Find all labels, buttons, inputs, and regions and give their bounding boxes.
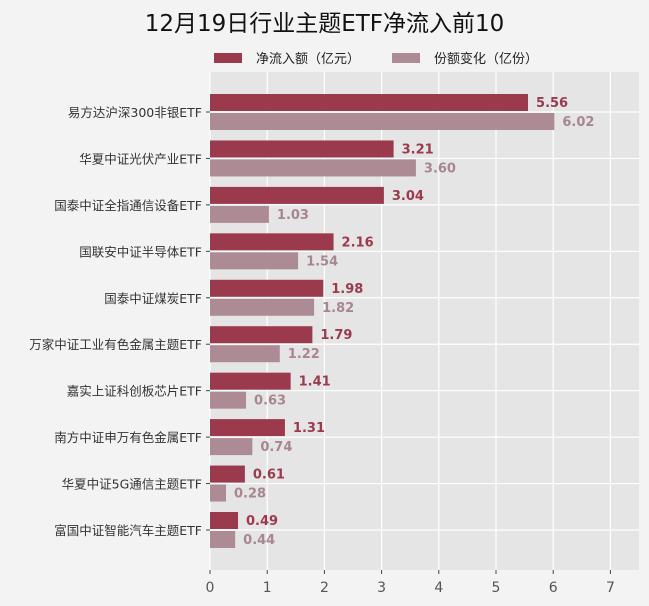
bar xyxy=(210,94,529,111)
y-tick-label: 万家中证工业有色金属主题ETF xyxy=(29,337,202,352)
x-tick-label: 0 xyxy=(206,580,215,596)
bar xyxy=(210,326,313,344)
data-label: 1.41 xyxy=(299,375,331,390)
x-tick-label: 6 xyxy=(549,580,558,596)
bar xyxy=(210,140,394,158)
y-tick-label: 嘉实上证科创板芯片ETF xyxy=(67,384,202,399)
x-tick-label: 2 xyxy=(320,580,329,596)
data-label: 3.04 xyxy=(392,189,424,204)
legend-swatch xyxy=(214,52,242,63)
data-label: 1.31 xyxy=(293,421,325,436)
bar xyxy=(210,512,239,529)
data-label: 1.79 xyxy=(320,328,352,343)
x-tick-label: 1 xyxy=(263,580,272,596)
y-tick-label: 华夏中证5G通信主题ETF xyxy=(62,477,202,492)
data-label: 1.54 xyxy=(306,254,338,269)
bar xyxy=(210,113,555,130)
legend-item-share-change: 份额变化（亿份） xyxy=(392,48,538,67)
x-tick-label: 4 xyxy=(434,580,443,596)
chart-title: 12月19日行业主题ETF净流入前10 xyxy=(144,11,505,37)
bar xyxy=(210,233,334,251)
data-label: 5.56 xyxy=(536,96,568,111)
y-tick-label: 国泰中证全指通信设备ETF xyxy=(54,198,202,213)
bar xyxy=(210,279,324,297)
bar xyxy=(210,205,269,223)
data-label: 0.49 xyxy=(246,514,278,529)
bar xyxy=(210,484,227,502)
bar xyxy=(210,345,280,363)
data-label: 0.28 xyxy=(234,487,266,502)
data-label: 1.03 xyxy=(277,208,309,223)
data-label: 1.98 xyxy=(331,282,363,297)
data-label: 0.44 xyxy=(243,533,275,548)
y-tick-label: 华夏中证光伏产业ETF xyxy=(79,151,202,166)
data-label: 2.16 xyxy=(342,235,374,250)
data-label: 3.60 xyxy=(424,161,456,176)
x-tick-label: 3 xyxy=(377,580,386,596)
bar xyxy=(210,298,315,316)
x-tick-label: 7 xyxy=(606,580,615,596)
bar xyxy=(210,438,253,456)
y-tick-label: 富国中证智能汽车主题ETF xyxy=(54,523,202,538)
data-label: 0.63 xyxy=(254,394,286,409)
y-tick-label: 国泰中证煤炭ETF xyxy=(104,291,202,306)
bar xyxy=(210,159,416,177)
data-label: 1.22 xyxy=(288,347,320,362)
legend-label: 净流入额（亿元） xyxy=(256,52,361,67)
bar xyxy=(210,391,247,409)
data-label: 0.61 xyxy=(253,468,285,483)
bar xyxy=(210,186,384,204)
bar xyxy=(210,531,236,548)
y-tick-label: 易方达沪深300非银ETF xyxy=(68,105,202,120)
data-label: 0.74 xyxy=(260,440,292,455)
legend-label: 份额变化（亿份） xyxy=(434,52,539,67)
x-tick-label: 5 xyxy=(492,580,501,596)
legend-item-net-inflow: 净流入额（亿元） xyxy=(214,48,360,67)
bar xyxy=(210,419,285,437)
bar xyxy=(210,252,299,270)
legend-swatch xyxy=(392,52,420,63)
y-tick-label: 南方中证申万有色金属ETF xyxy=(54,430,202,445)
data-label: 3.21 xyxy=(402,142,434,157)
bar xyxy=(210,372,291,390)
data-label: 6.02 xyxy=(562,115,594,130)
bar xyxy=(210,465,245,483)
y-tick-label: 国联安中证半导体ETF xyxy=(79,244,202,259)
data-label: 1.82 xyxy=(322,301,354,316)
